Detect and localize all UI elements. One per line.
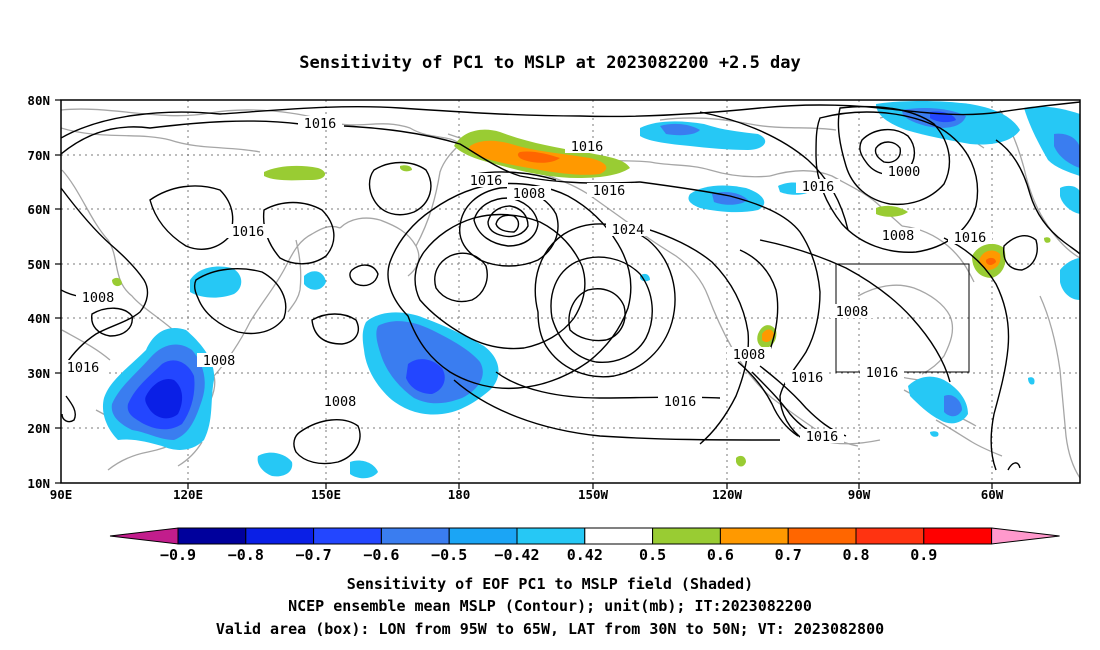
longitude-labels: 90E 120E 150E 180 150W 120W 90W 60W (50, 487, 1004, 502)
lat-label: 60N (27, 202, 50, 217)
lon-label: 90E (50, 487, 73, 502)
contour-label: 1016 (67, 360, 100, 376)
caption-line-1: Sensitivity of EOF PC1 to MSLP field (Sh… (347, 575, 753, 593)
contour-label: 1008 (513, 186, 546, 202)
colorbar-label: 0.8 (842, 546, 869, 564)
lat-label: 80N (27, 93, 50, 108)
contour-label: 1008 (324, 394, 357, 410)
lat-label: 50N (27, 257, 50, 272)
colorbar-label: 0.42 (567, 546, 603, 564)
colorbar-cell (380, 527, 450, 545)
lon-label: 120W (712, 487, 743, 502)
axis-ticks (55, 99, 993, 489)
colorbar-cell (177, 527, 247, 545)
contour-label: 1016 (806, 429, 839, 445)
contour-label: 1016 (304, 116, 337, 132)
colorbar-cell (448, 527, 518, 545)
colorbar-label: 0.5 (639, 546, 666, 564)
colorbar-cell (245, 527, 315, 545)
contour-label: 1000 (888, 164, 921, 180)
contour-label: 1016 (954, 230, 987, 246)
colorbar-cell (855, 527, 925, 545)
colorbar: −0.9 −0.8 −0.7 −0.6 −0.5 −0.42 0.42 0.5 0.6 0.7 0.… (109, 527, 1060, 564)
lat-label: 30N (27, 366, 50, 381)
lon-label: 90W (848, 487, 871, 502)
contour-label: 1016 (802, 179, 835, 195)
contour-label: 1016 (664, 394, 697, 410)
colorbar-end-high (991, 527, 1060, 545)
lat-label: 40N (27, 311, 50, 326)
lon-label: 150E (311, 487, 341, 502)
contour-label: 1008 (203, 353, 236, 369)
colorbar-label: −0.9 (160, 546, 196, 564)
colorbar-labels: −0.9 −0.8 −0.7 −0.6 −0.5 −0.42 0.42 0.5 0.6 0.7 0.… (160, 546, 937, 564)
lon-label: 150W (578, 487, 609, 502)
contour-labels: 1016 1016 1016 1008 1016 1016 1000 1016 … (61, 116, 992, 445)
contour-label: 1008 (882, 228, 915, 244)
caption-line-2: NCEP ensemble mean MSLP (Contour); unit(… (288, 597, 812, 615)
colorbar-label: −0.6 (363, 546, 399, 564)
colorbar-cell (584, 527, 654, 545)
colorbar-end-low (109, 527, 179, 545)
colorbar-label: 0.6 (707, 546, 734, 564)
contour-label: 1008 (733, 347, 766, 363)
contour-label: 1024 (612, 222, 645, 238)
colorbar-cell (923, 527, 993, 545)
colorbar-label: 0.7 (775, 546, 802, 564)
lat-label: 10N (27, 476, 50, 491)
colorbar-cell (516, 527, 586, 545)
contour-label: 1016 (866, 365, 899, 381)
contour-label: 1016 (791, 370, 824, 386)
colorbar-label: −0.5 (431, 546, 467, 564)
contour-label: 1016 (470, 173, 503, 189)
colorbar-cell (313, 527, 382, 545)
colorbar-cells (109, 527, 1060, 545)
contour-label: 1016 (593, 183, 626, 199)
colorbar-label: 0.9 (910, 546, 937, 564)
colorbar-label: −0.8 (228, 546, 264, 564)
figure-title: Sensitivity of PC1 to MSLP at 2023082200… (299, 53, 801, 73)
colorbar-label: −0.7 (296, 546, 332, 564)
colorbar-cell (652, 527, 721, 545)
latitude-labels: 80N 70N 60N 50N 40N 30N 20N 10N (27, 93, 50, 491)
contour-label: 1016 (571, 139, 604, 155)
lon-label: 60W (981, 487, 1004, 502)
caption-line-3: Valid area (box): LON from 95W to 65W, L… (216, 620, 884, 638)
contour-label: 1008 (836, 304, 869, 320)
map-frame (60, 99, 1081, 484)
contour-label: 1008 (82, 290, 115, 306)
colorbar-cell (719, 527, 789, 545)
colorbar-cell (787, 527, 857, 545)
map-area (61, 100, 1080, 483)
lon-label: 180 (448, 487, 471, 502)
contour-label: 1016 (232, 224, 265, 240)
lat-label: 20N (27, 421, 50, 436)
colorbar-label: −0.42 (494, 546, 539, 564)
lat-label: 70N (27, 148, 50, 163)
lon-label: 120E (173, 487, 203, 502)
